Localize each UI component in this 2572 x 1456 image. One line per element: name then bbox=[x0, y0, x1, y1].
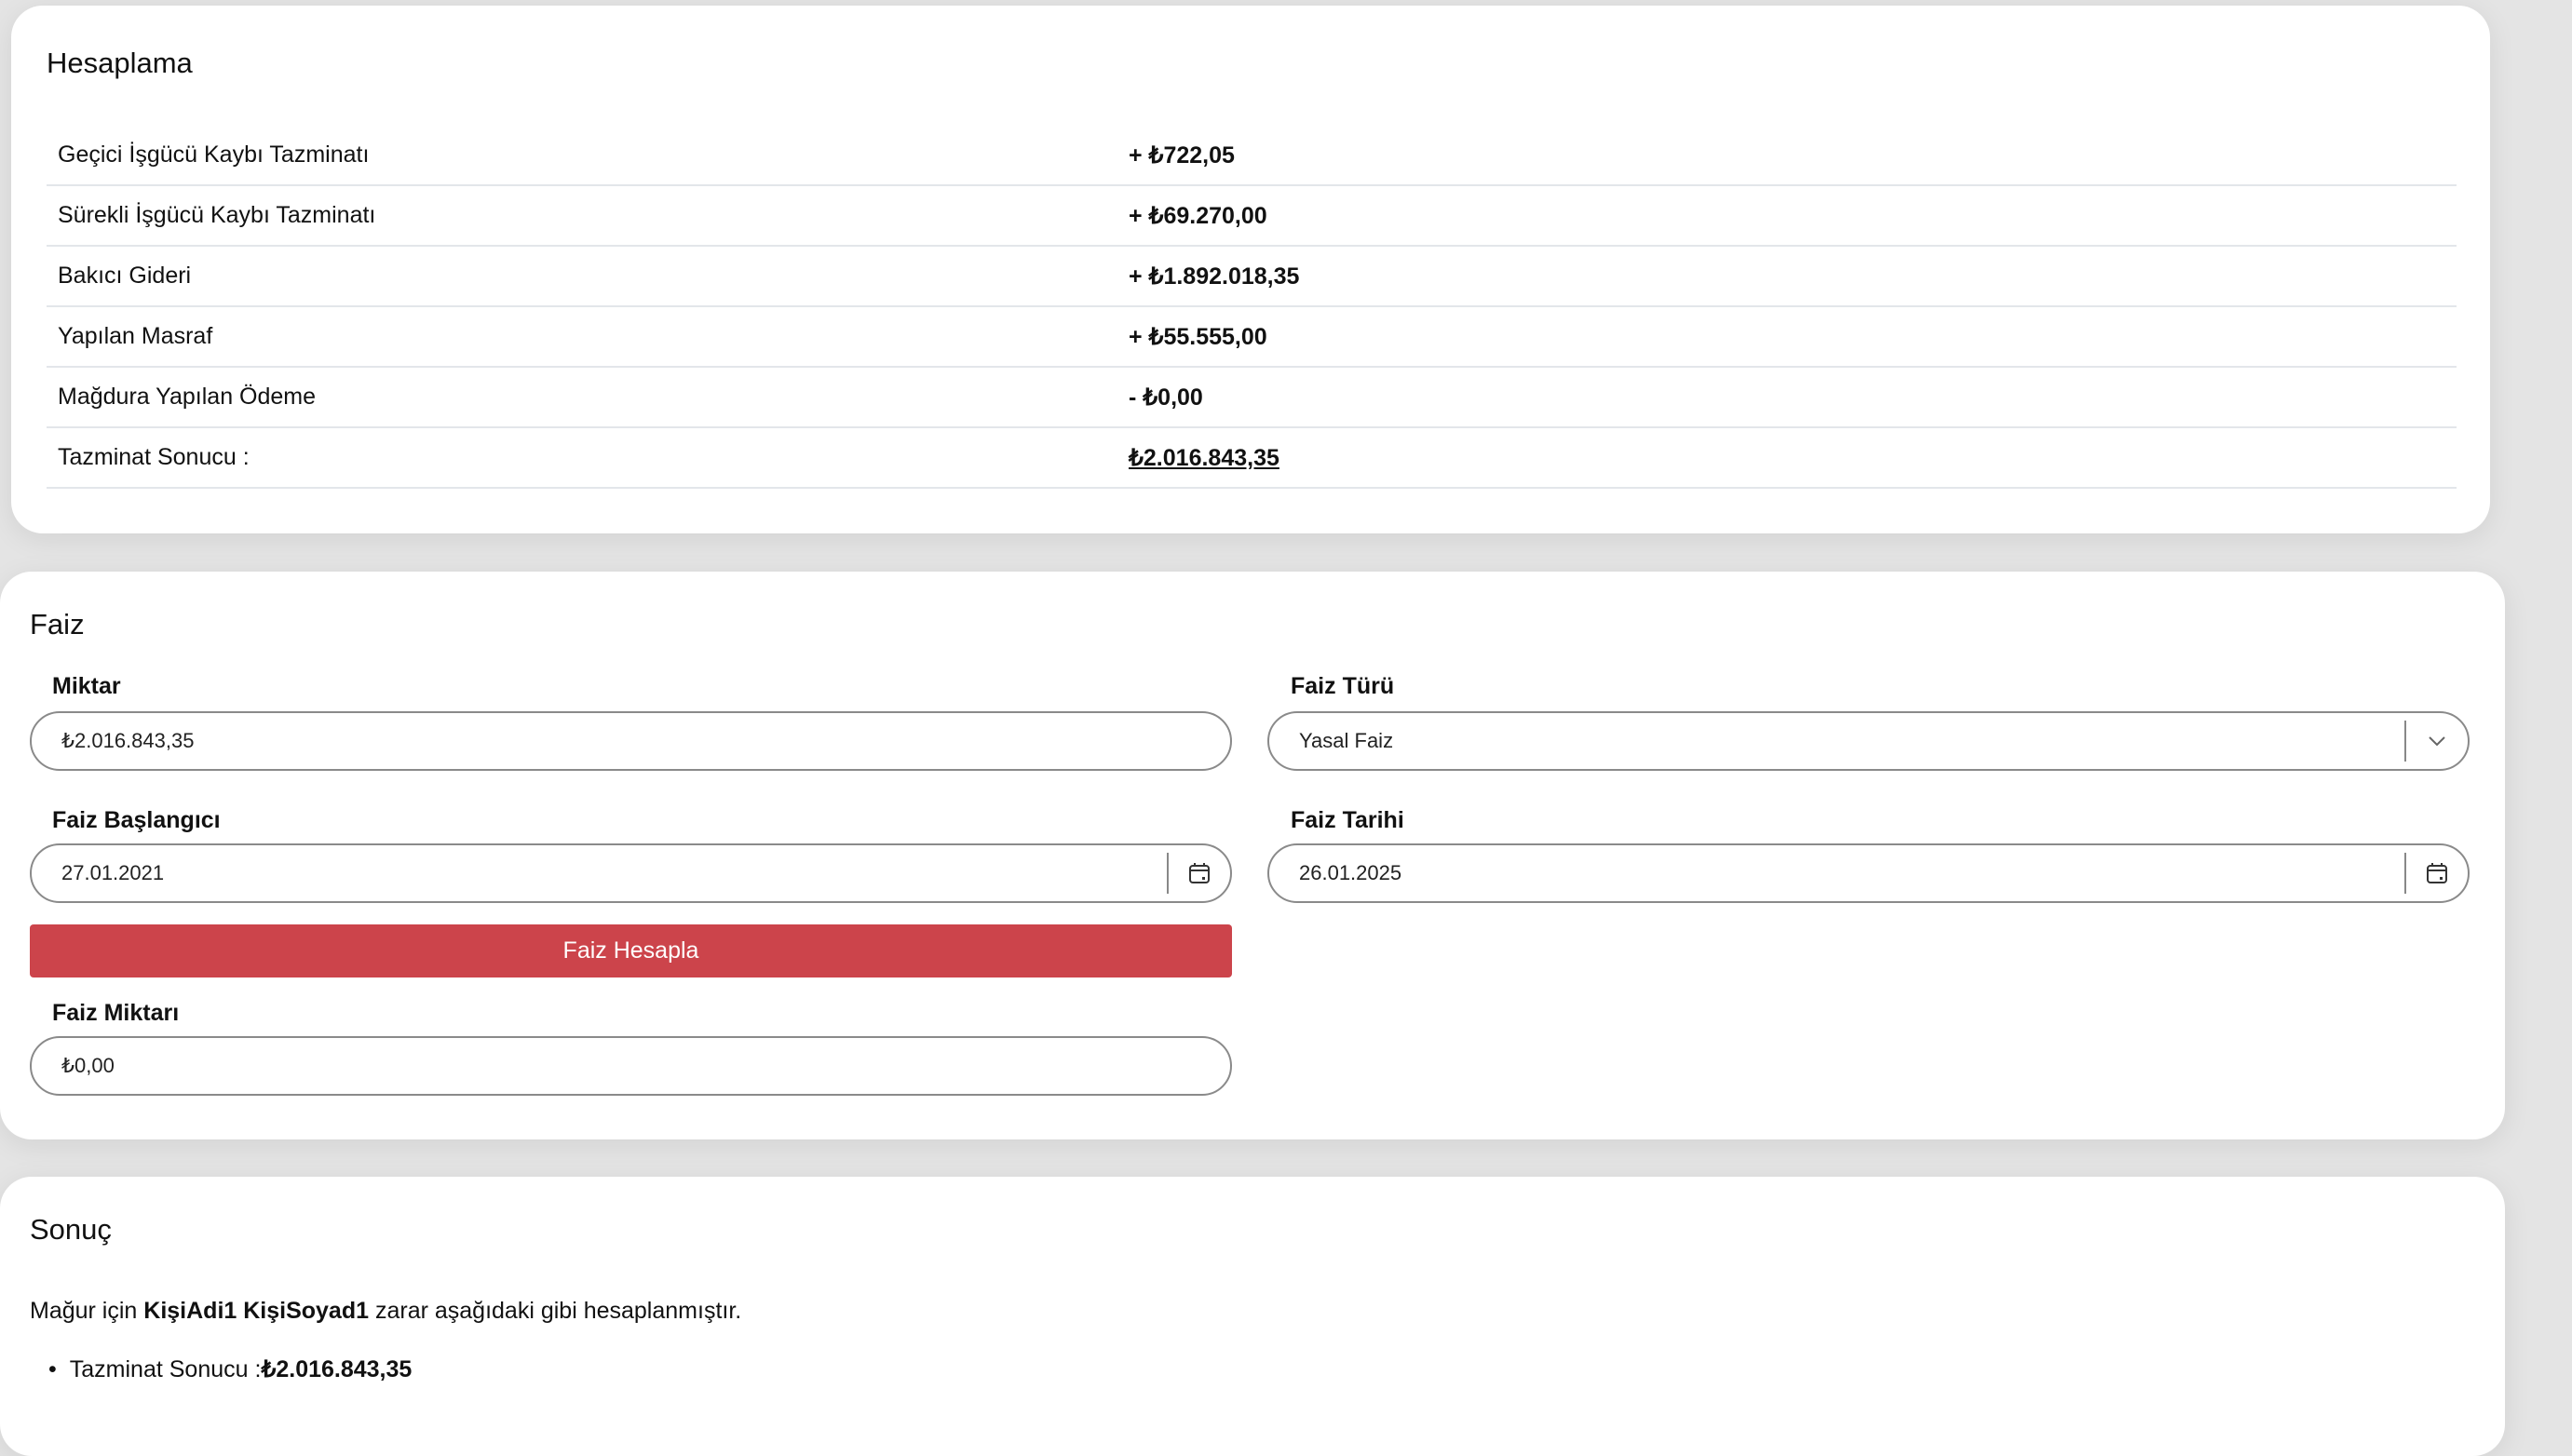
row-label: Bakıcı Gideri bbox=[58, 263, 192, 289]
table-row: Geçici İşgücü Kaybı Tazminatı + ₺722,05 bbox=[47, 126, 2457, 186]
sonuc-paragraph: Mağur için KişiAdi1 KişiSoyad1 zarar aşa… bbox=[30, 1298, 741, 1325]
row-value: + ₺55.555,00 bbox=[1129, 323, 1267, 350]
faiz-turu-value: Yasal Faiz bbox=[1299, 729, 1394, 752]
faiz-hesapla-button[interactable]: Faiz Hesapla bbox=[30, 924, 1232, 977]
baslangic-date-input[interactable]: 27.01.2021 bbox=[30, 843, 1232, 903]
faiz-title: Faiz bbox=[30, 608, 85, 640]
bullet-value: ₺2.016.843,35 bbox=[261, 1356, 413, 1382]
divider bbox=[1167, 853, 1169, 894]
divider bbox=[2404, 853, 2406, 894]
row-value: - ₺0,00 bbox=[1129, 384, 1203, 411]
faiz-tarihi-value: 26.01.2025 bbox=[1299, 861, 1402, 884]
faiz-miktari-input[interactable]: ₺0,00 bbox=[30, 1036, 1232, 1096]
faiz-card: Faiz Miktar ₺2.016.843,35 Faiz Türü Yasa… bbox=[0, 572, 2505, 1139]
miktar-label: Miktar bbox=[52, 673, 121, 699]
table-row-total: Tazminat Sonucu : ₺2.016.843,35 bbox=[47, 428, 2457, 489]
victim-name: KişiAdi1 KişiSoyad1 bbox=[143, 1298, 370, 1324]
chevron-down-icon[interactable] bbox=[2425, 729, 2449, 753]
text-prefix: Mağur için bbox=[30, 1298, 144, 1324]
row-value: + ₺69.270,00 bbox=[1129, 202, 1267, 229]
row-label: Geçici İşgücü Kaybı Tazminatı bbox=[58, 142, 370, 168]
row-label: Mağdura Yapılan Ödeme bbox=[58, 384, 317, 410]
miktar-value: ₺2.016.843,35 bbox=[61, 729, 195, 752]
sonuc-card: Sonuç Mağur için KişiAdi1 KişiSoyad1 zar… bbox=[0, 1177, 2505, 1456]
faiz-miktari-value: ₺0,00 bbox=[61, 1054, 115, 1077]
calendar-icon[interactable] bbox=[2425, 861, 2449, 885]
table-row: Mağdura Yapılan Ödeme - ₺0,00 bbox=[47, 368, 2457, 428]
faiz-tarihi-label: Faiz Tarihi bbox=[1291, 807, 1404, 833]
row-value: + ₺722,05 bbox=[1129, 142, 1235, 169]
hesaplama-card: Hesaplama Geçici İşgücü Kaybı Tazminatı +… bbox=[11, 6, 2490, 533]
table-row: Yapılan Masraf + ₺55.555,00 bbox=[47, 307, 2457, 368]
calendar-icon[interactable] bbox=[1187, 861, 1212, 885]
hesaplama-title: Hesaplama bbox=[47, 47, 193, 79]
faiz-tarihi-date-input[interactable]: 26.01.2025 bbox=[1267, 843, 2470, 903]
divider bbox=[2404, 721, 2406, 762]
row-label: Yapılan Masraf bbox=[58, 323, 213, 349]
baslangic-label: Faiz Başlangıcı bbox=[52, 807, 221, 833]
row-value: + ₺1.892.018,35 bbox=[1129, 263, 1300, 290]
row-label: Sürekli İşgücü Kaybı Tazminatı bbox=[58, 202, 376, 228]
text-suffix: zarar aşağıdaki gibi hesaplanmıştır. bbox=[369, 1298, 742, 1324]
table-row: Bakıcı Gideri + ₺1.892.018,35 bbox=[47, 247, 2457, 307]
total-value: ₺2.016.843,35 bbox=[1129, 444, 1279, 471]
sonuc-bullet: • Tazminat Sonucu :₺2.016.843,35 bbox=[48, 1355, 412, 1383]
miktar-input[interactable]: ₺2.016.843,35 bbox=[30, 711, 1232, 771]
bullet-icon: • bbox=[48, 1356, 57, 1382]
bullet-label: Tazminat Sonucu : bbox=[69, 1356, 262, 1382]
row-label: Tazminat Sonucu : bbox=[58, 444, 250, 470]
faiz-miktari-label: Faiz Miktarı bbox=[52, 1000, 180, 1026]
sonuc-title: Sonuç bbox=[30, 1213, 112, 1246]
hesaplama-table: Geçici İşgücü Kaybı Tazminatı + ₺722,05 S… bbox=[47, 126, 2457, 489]
table-row: Sürekli İşgücü Kaybı Tazminatı + ₺69.270,… bbox=[47, 186, 2457, 247]
faiz-turu-select[interactable]: Yasal Faiz bbox=[1267, 711, 2470, 771]
faiz-turu-label: Faiz Türü bbox=[1291, 673, 1395, 699]
baslangic-value: 27.01.2021 bbox=[61, 861, 165, 884]
